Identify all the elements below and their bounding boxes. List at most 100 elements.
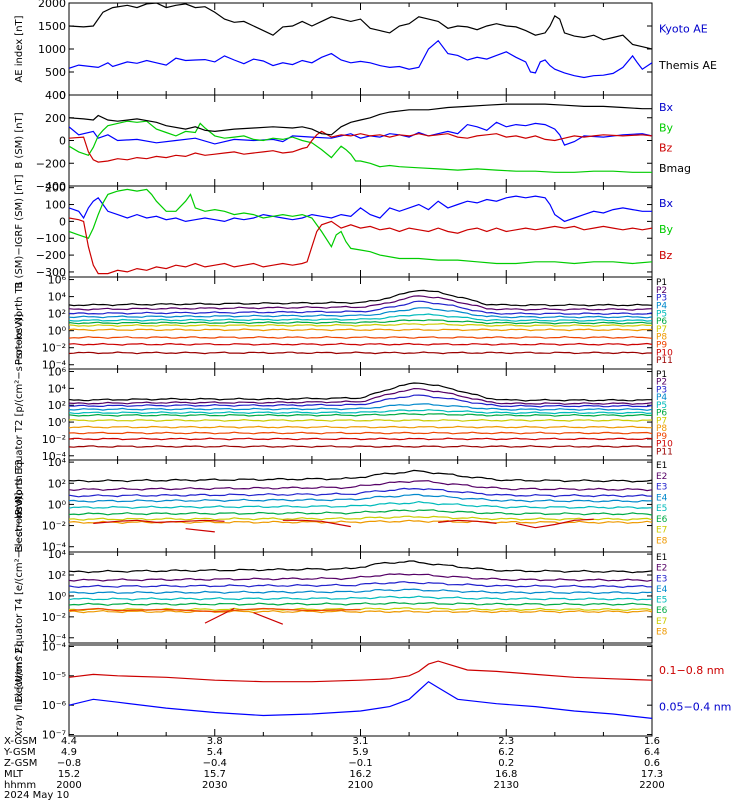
panel-frame <box>68 2 653 96</box>
plot-area <box>69 188 652 275</box>
panel-7: 10⁻⁴ 10⁻² 10⁰ 10² 10⁴ Electrons Equator T4 [e… <box>14 492 668 702</box>
orbit-value: 16.8 <box>495 769 517 780</box>
series-line-e4 <box>69 588 652 595</box>
legend-entry: E8 <box>656 627 668 637</box>
series-line-by <box>69 120 652 173</box>
y-tick-label: 10⁻² <box>42 342 66 355</box>
y-axis-label: Electrons North T3 <box>14 459 25 552</box>
y-tick-label: 10⁶ <box>48 274 67 287</box>
legend-entry: Themis AE <box>658 59 717 72</box>
orbit-value: 17.3 <box>641 769 663 780</box>
y-tick-label: 10⁻⁴ <box>42 359 67 372</box>
y-tick-label: 10⁻² <box>42 520 66 533</box>
y-tick-label: 500 <box>45 66 66 79</box>
legend-entry: Kyoto AE <box>659 22 708 35</box>
panel-2: −400 −200 0 200 400 B (SM) [nT] Bx By Bz Bmag <box>14 89 691 193</box>
series-line-p9 <box>69 431 652 435</box>
legend-entry: P3 <box>656 385 667 395</box>
series-line-p3 <box>69 300 652 315</box>
legend-entry: Bz <box>659 249 673 262</box>
plot-area <box>69 382 652 448</box>
y-tick-label: 10⁻⁴ <box>42 632 67 645</box>
series-line-e3 <box>69 487 652 498</box>
series-line-p8 <box>69 425 652 429</box>
orbit-value: 15.7 <box>204 769 226 780</box>
date-label: 2024 May 10 <box>4 790 69 800</box>
legend-entry: P6 <box>656 409 667 419</box>
panel-8: 10⁻⁷ 10⁻⁶ 10⁻⁵ 10⁻⁴ Xray flux [W/m^2] 0.1−0.8… <box>14 640 731 741</box>
legend-entry: P2 <box>656 286 667 296</box>
orbit-value: 15.2 <box>58 769 80 780</box>
legend-entry: P5 <box>656 401 667 411</box>
y-tick-label: −400 <box>36 180 66 193</box>
plot-area <box>69 289 652 355</box>
y-tick-label: 10⁻⁴ <box>42 541 67 554</box>
y-tick-label: 10⁰ <box>48 590 67 603</box>
orbit-value: 2.3 <box>498 736 514 747</box>
legend-entry: E6 <box>656 606 668 616</box>
y-tick-label: −200 <box>36 249 66 262</box>
series-fragment <box>282 519 351 528</box>
legend-entry: E6 <box>656 515 668 525</box>
series-line-0-05-0-4-nm <box>69 680 652 719</box>
legend-entry: E4 <box>656 493 668 503</box>
y-tick-label: 200 <box>45 182 66 195</box>
y-tick-label: 10⁻⁷ <box>42 729 66 742</box>
orbit-value: −0.8 <box>57 758 81 769</box>
legend-entry: E5 <box>656 596 667 606</box>
series-line-by <box>69 188 652 265</box>
y-axis-label: Protons Equator T2 [p/(cm²−s−sr−keV)] <box>14 314 25 516</box>
series-line-p2 <box>69 387 652 405</box>
y-tick-label: 10⁴ <box>48 291 67 304</box>
panel-3: −300 −200 −100 0 100 200 B (SM)−IGRF (SM) [nT]… <box>14 174 674 288</box>
series-fragment <box>253 612 284 625</box>
orbit-value: 0.2 <box>498 758 514 769</box>
orbit-value: 2100 <box>348 780 373 791</box>
series-line-bx <box>69 195 652 223</box>
legend-entry: Bmag <box>659 162 691 175</box>
series-line-p2 <box>69 295 652 311</box>
series-line-p3 <box>69 394 652 408</box>
y-axis-label: B (SM) [nT] <box>14 112 25 168</box>
y-tick-label: 10⁴ <box>48 382 67 395</box>
y-axis-label: Protons North T1 <box>14 281 25 365</box>
series-line-p10 <box>69 342 652 346</box>
series-line-p5 <box>69 409 652 415</box>
orbit-value: 4.4 <box>61 736 77 747</box>
y-tick-label: 10⁻⁴ <box>42 450 67 463</box>
series-line-e5 <box>69 500 652 510</box>
plot-area <box>69 3 652 79</box>
orbit-value: −0.4 <box>203 758 227 769</box>
legend-entry: E3 <box>656 483 667 493</box>
panel-frame <box>68 185 653 278</box>
series-line-p10 <box>69 437 652 441</box>
legend-entry: Bx <box>659 101 674 114</box>
legend-entry: E7 <box>656 617 667 627</box>
series-line-themis-ae <box>69 3 652 50</box>
series-line-e5 <box>69 595 652 601</box>
legend-entry: P7 <box>656 325 667 335</box>
series-line-e7 <box>69 515 652 521</box>
orbit-value: 0.6 <box>644 758 660 769</box>
orbit-value: −0.1 <box>348 758 372 769</box>
series-line-0-1-0-8-nm <box>69 660 652 683</box>
y-axis-label: Electrons Equator T4 [e/(cm²−s−sr−keV)] <box>14 492 25 702</box>
legend-entry: P3 <box>656 294 667 304</box>
series-line-e2 <box>69 573 652 582</box>
legend-entry: P9 <box>656 432 667 442</box>
series-line-e2 <box>69 480 652 492</box>
y-tick-label: −200 <box>36 157 66 170</box>
legend-entry: E3 <box>656 574 667 584</box>
y-tick-label: 400 <box>45 89 66 102</box>
legend-entry: E5 <box>656 504 667 514</box>
legend-entry: E2 <box>656 564 667 574</box>
series-fragment <box>185 528 215 533</box>
y-tick-label: 10⁻² <box>42 433 66 446</box>
y-tick-label: 10² <box>48 399 66 412</box>
legend-entry: P1 <box>656 278 667 288</box>
orbit-value: 16.2 <box>349 769 371 780</box>
series-line-bz <box>69 217 652 275</box>
y-tick-label: 10² <box>48 308 66 321</box>
series-line-p4 <box>69 403 652 411</box>
